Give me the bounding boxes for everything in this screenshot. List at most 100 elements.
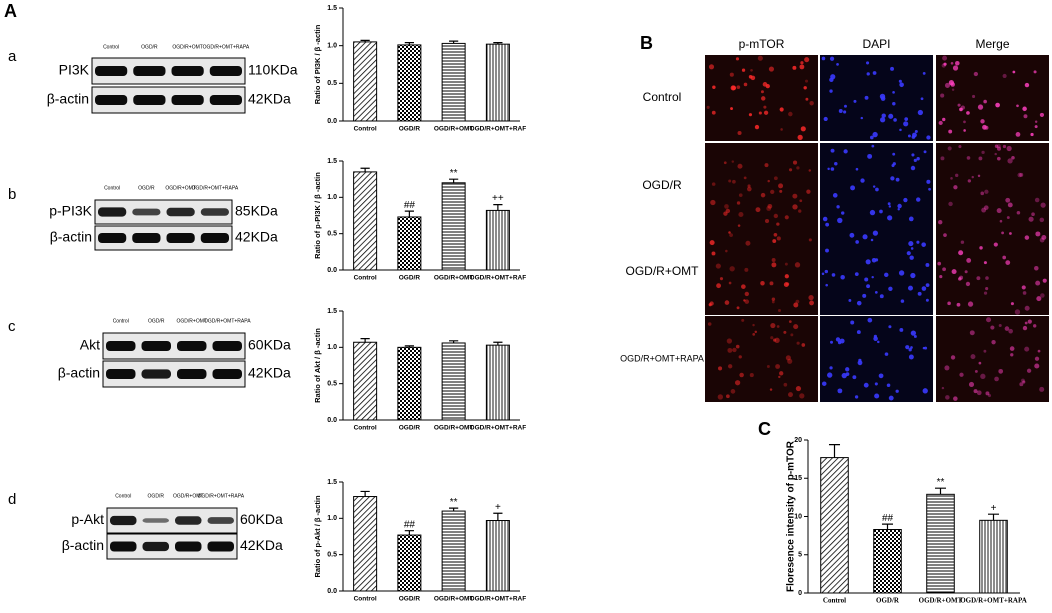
- cell: [886, 383, 891, 388]
- cell: [890, 176, 895, 181]
- y-tick-label: 1.0: [327, 344, 337, 351]
- cell: [738, 193, 743, 198]
- bar: [397, 534, 422, 592]
- cell: [741, 318, 745, 322]
- cell: [764, 163, 769, 168]
- lane-label: Control: [113, 318, 129, 324]
- cell: [827, 372, 833, 378]
- blot-band: [200, 208, 229, 216]
- cell: [921, 286, 927, 291]
- cell: [998, 368, 1004, 374]
- blot-band: [171, 66, 204, 76]
- cell: [1035, 280, 1041, 286]
- cell: [783, 382, 788, 387]
- cell: [895, 389, 899, 393]
- error-bar: [987, 513, 1000, 521]
- blot-label: a: [8, 48, 17, 65]
- blot-band: [98, 207, 127, 217]
- cell: [788, 392, 793, 398]
- blot-band: [171, 95, 204, 105]
- cell: [1024, 346, 1030, 352]
- cell: [770, 189, 775, 195]
- bar: [485, 209, 510, 271]
- cell: [947, 146, 952, 151]
- cell: [1002, 73, 1007, 79]
- cell: [959, 107, 963, 112]
- cell: [775, 364, 781, 369]
- y-tick-label: 1.5: [327, 158, 337, 165]
- cell: [884, 272, 889, 278]
- cell: [990, 325, 995, 330]
- y-tick-label: 5: [798, 552, 802, 559]
- cell: [994, 144, 999, 148]
- cell: [844, 104, 847, 108]
- cell: [1006, 145, 1012, 152]
- cell: [899, 128, 902, 132]
- x-tick-label: OGD/R: [399, 596, 421, 603]
- lane-label: Control: [115, 493, 131, 499]
- protein-name: β-actin: [50, 229, 92, 245]
- cell: [834, 161, 838, 166]
- lane-label: OGD/R: [141, 44, 158, 50]
- cell: [1007, 202, 1013, 208]
- cell: [1022, 291, 1027, 295]
- image-column-title: p-mTOR: [739, 37, 785, 51]
- cell: [1033, 70, 1037, 74]
- cell: [908, 348, 912, 352]
- error-bar: [493, 204, 503, 211]
- cell: [983, 99, 987, 104]
- cell: [913, 158, 917, 163]
- cell: [799, 199, 803, 203]
- cell: [892, 152, 896, 156]
- cell: [824, 269, 829, 274]
- bar: [397, 216, 422, 271]
- cell: [778, 375, 781, 379]
- cell: [872, 131, 878, 138]
- cell: [985, 287, 989, 291]
- cell: [870, 238, 874, 242]
- y-tick-label: 0.0: [327, 118, 337, 125]
- cell: [724, 300, 730, 305]
- y-tick-label: 1.0: [327, 43, 337, 50]
- error-bar: [449, 340, 459, 343]
- cell: [1028, 216, 1034, 222]
- error-bar: [404, 42, 414, 45]
- cell: [736, 201, 741, 205]
- cell: [942, 117, 946, 122]
- y-tick-label: 0.5: [327, 552, 337, 559]
- cell: [725, 249, 728, 253]
- cell: [888, 205, 892, 208]
- cell: [906, 251, 911, 256]
- blot-band: [177, 369, 207, 379]
- error-bar: [493, 42, 503, 45]
- blot-band: [209, 95, 242, 105]
- cell: [738, 355, 742, 359]
- cell: [991, 339, 996, 345]
- cell: [752, 323, 755, 327]
- cell: [749, 373, 754, 378]
- x-tick-label: OGD/R+OMT: [434, 596, 474, 603]
- cell: [779, 107, 784, 112]
- cell: [967, 179, 972, 183]
- cell: [978, 156, 983, 161]
- cell: [853, 99, 857, 103]
- cell: [943, 233, 947, 237]
- cell: [821, 381, 827, 386]
- error-bar: [360, 338, 370, 343]
- cell: [1039, 217, 1045, 223]
- cell: [761, 96, 766, 101]
- cell: [854, 395, 859, 399]
- cell: [994, 152, 997, 156]
- bar: [820, 457, 849, 594]
- cell: [770, 336, 774, 340]
- x-tick-label: Control: [823, 597, 846, 605]
- blot-band: [200, 233, 229, 243]
- cell: [799, 64, 805, 70]
- cell: [787, 358, 793, 364]
- significance-mark: ##: [882, 513, 894, 524]
- cell: [984, 189, 989, 194]
- cell: [1006, 216, 1010, 220]
- cell: [972, 94, 976, 99]
- blot-label: b: [8, 186, 16, 203]
- cell: [963, 120, 966, 124]
